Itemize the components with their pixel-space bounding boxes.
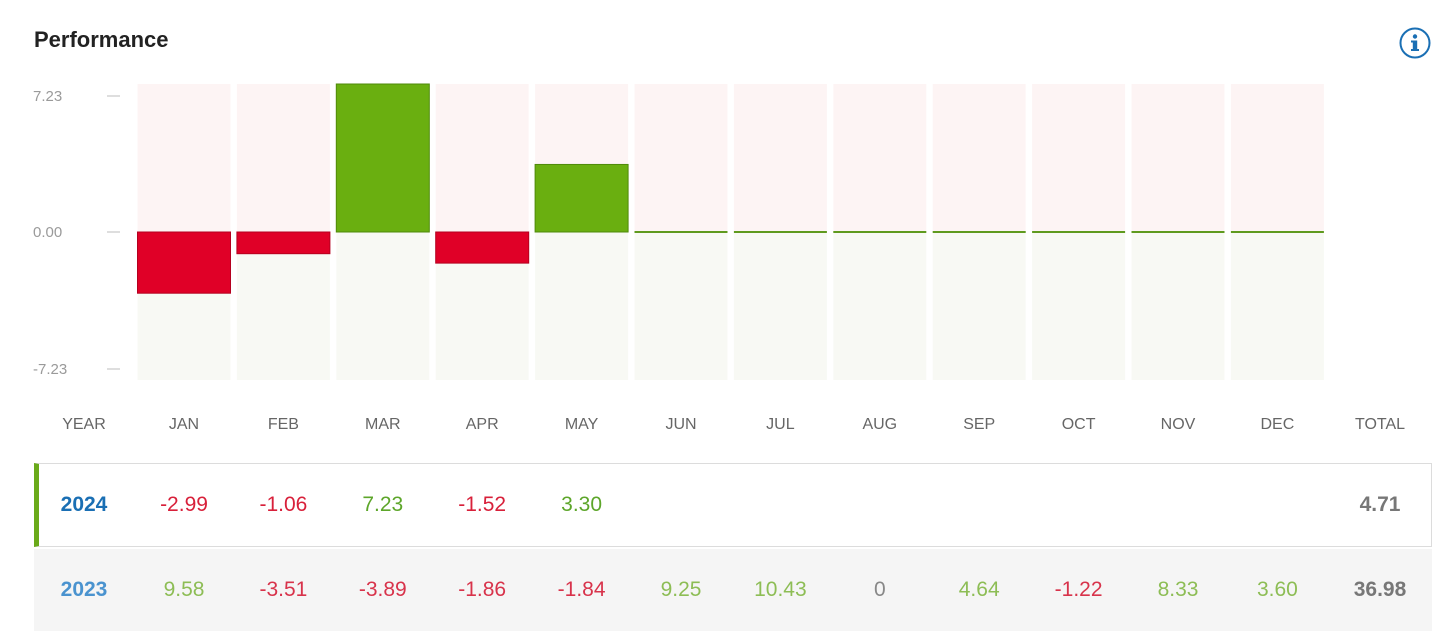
column-bg-lower — [733, 232, 827, 380]
month-value-cell: -2.99 — [160, 493, 208, 516]
month-value-cell: -1.86 — [458, 578, 507, 601]
column-header-jul: JUL — [766, 416, 795, 433]
month-value-cell: -1.22 — [1054, 578, 1103, 601]
column-bg-lower — [833, 232, 927, 380]
year-cell[interactable]: 2024 — [60, 493, 108, 516]
column-bg-upper — [137, 84, 231, 232]
column-header-year: YEAR — [62, 416, 106, 433]
bar-aug[interactable] — [833, 231, 927, 233]
month-value-cell — [1227, 464, 1327, 546]
month-value-cell — [1128, 464, 1228, 546]
month-value-cell: 0 — [873, 578, 886, 601]
column-header-may: MAY — [565, 416, 599, 433]
month-value-cell: 9.58 — [163, 578, 205, 601]
total-cell: 4.71 — [1359, 493, 1401, 516]
month-value-cell: 4.64 — [958, 578, 1000, 601]
column-header-jan: JAN — [169, 416, 199, 433]
column-header-oct: OCT — [1062, 416, 1096, 433]
column-bg-upper — [634, 84, 728, 232]
column-bg-lower — [236, 232, 330, 380]
bar-may[interactable] — [534, 163, 629, 233]
bar-nov[interactable] — [1131, 231, 1225, 233]
column-bg-upper — [435, 84, 529, 232]
column-header-feb: FEB — [268, 416, 299, 433]
month-value-cell: 8.33 — [1157, 578, 1199, 601]
column-header-apr: APR — [466, 416, 499, 433]
total-cell: 36.98 — [1353, 578, 1407, 601]
month-value-cell — [929, 464, 1029, 546]
column-header-aug: AUG — [862, 416, 897, 433]
column-bg-upper — [236, 84, 330, 232]
month-value-cell — [830, 464, 930, 546]
y-tick-label: 0.00 — [33, 224, 62, 241]
bar-feb[interactable] — [236, 231, 331, 255]
bar-jan[interactable] — [137, 231, 231, 294]
column-bg-upper — [1131, 84, 1225, 232]
month-value-cell — [1029, 464, 1129, 546]
bar-dec[interactable] — [1230, 231, 1324, 233]
month-value-cell: -3.89 — [358, 578, 407, 601]
column-header-total: TOTAL — [1355, 416, 1405, 433]
bar-jun[interactable] — [634, 231, 728, 233]
month-value-cell: -1.06 — [259, 493, 308, 516]
column-bg-lower — [535, 232, 629, 380]
column-bg-upper — [1230, 84, 1324, 232]
month-value-cell: -3.51 — [259, 578, 308, 601]
bar-sep[interactable] — [932, 231, 1026, 233]
column-bg-lower — [336, 232, 430, 380]
column-bg-lower — [1032, 232, 1126, 380]
table-row-2023[interactable]: 2023 9.58 -3.51 -3.89 -1.86 -1.84 9.25 10.43 0 4.… — [34, 549, 1432, 631]
column-header-nov: NOV — [1161, 416, 1196, 433]
month-value-cell — [631, 464, 731, 546]
y-tick-label: -7.23 — [33, 361, 67, 378]
performance-chart: 7.23 0.00 -7.23 YEAR JAN FEB MAR APR MAY JUN JUL AU… — [33, 83, 1405, 433]
column-bg-lower — [932, 232, 1026, 380]
column-header-dec: DEC — [1261, 416, 1295, 433]
month-value-cell: 10.43 — [754, 578, 807, 601]
page-title: Performance — [34, 27, 169, 52]
table-row-2024[interactable]: 2024 -2.99 -1.06 7.23 -1.52 3.30 4.71 — [34, 463, 1432, 547]
month-value-cell: -1.84 — [557, 578, 606, 601]
bar-jul[interactable] — [733, 231, 827, 233]
month-value-cell: 3.60 — [1256, 578, 1298, 601]
column-bg-upper — [833, 84, 927, 232]
month-value-cell: -1.52 — [458, 493, 507, 516]
column-bg-upper — [932, 84, 1026, 232]
year-cell[interactable]: 2023 — [60, 578, 108, 601]
column-bg-lower — [1230, 232, 1324, 380]
column-bg-upper — [1032, 84, 1126, 232]
column-bg-upper — [733, 84, 827, 232]
info-button[interactable] — [1399, 27, 1431, 59]
month-value-cell: 3.30 — [561, 493, 603, 516]
column-header-sep: SEP — [963, 416, 995, 433]
column-header-mar: MAR — [365, 416, 401, 433]
month-value-cell: 7.23 — [362, 493, 404, 516]
info-circle-icon — [1399, 27, 1431, 59]
month-value-cell: 9.25 — [660, 578, 702, 601]
column-bg-lower — [1131, 232, 1225, 380]
bar-mar[interactable] — [335, 83, 430, 233]
month-value-cell — [730, 464, 830, 546]
bar-apr[interactable] — [435, 231, 530, 264]
column-bg-lower — [634, 232, 728, 380]
column-header-jun: JUN — [665, 416, 696, 433]
bar-oct[interactable] — [1032, 231, 1126, 233]
y-tick-label: 7.23 — [33, 88, 62, 105]
